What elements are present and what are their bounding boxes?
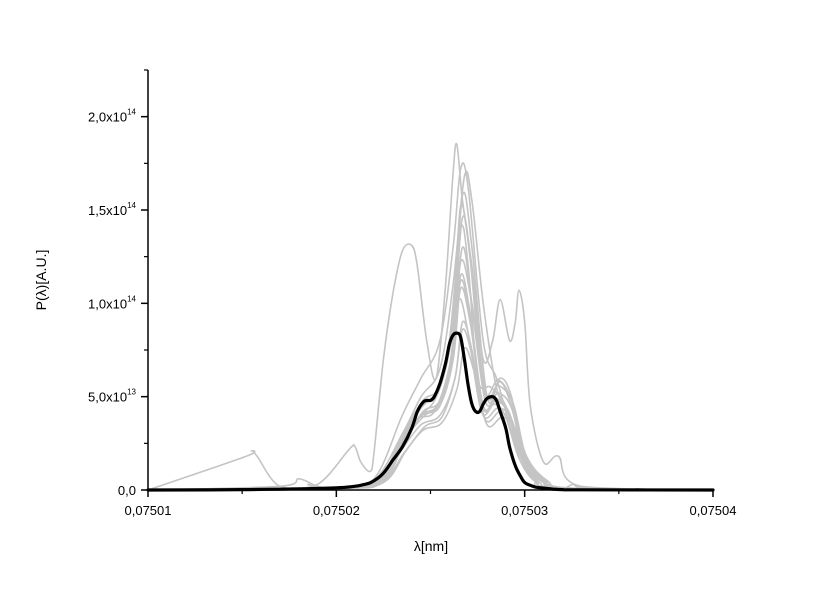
sample-curve-11 [147, 259, 714, 491]
sample-curve-4 [147, 224, 714, 491]
y-tick-label: 1,0x1014 [88, 294, 136, 311]
sample-curve-14 [147, 328, 714, 491]
x-tick-label: 0,07503 [501, 503, 548, 518]
sample-curve-6 [147, 273, 714, 491]
x-tick-label: 0,07502 [313, 503, 360, 518]
x-axis-title: λ[nm] [414, 538, 448, 554]
sample-curve-12 [147, 215, 714, 491]
x-axis: 0,07501 0,07502 0,07503 0,07504 [125, 489, 737, 518]
sample-curve-13 [147, 286, 714, 491]
y-axis-title: P(λ)[A.U.] [33, 250, 49, 311]
average-curve [146, 331, 715, 492]
y-tick-label: 5,0x1013 [88, 388, 136, 405]
sample-curve-3 [147, 170, 714, 491]
sample-curves [147, 142, 714, 491]
y-tick-label: 2,0x1014 [88, 108, 136, 125]
x-tick-label: 0,07504 [690, 503, 737, 518]
sample-curve-9 [147, 297, 714, 491]
y-tick-label: 0,0 [118, 483, 136, 498]
sample-curve-2 [147, 162, 714, 491]
y-tick-label: 1,5x1014 [88, 201, 136, 218]
average-curve-group [146, 331, 715, 492]
sample-curve-15 [147, 203, 714, 491]
y-axis: 0,0 5,0x1013 1,0x1014 1,5x1014 2,0x1014 [88, 69, 149, 498]
x-tick-label: 0,07501 [125, 503, 172, 518]
sample-curve-10 [147, 346, 714, 491]
sample-curve-1 [147, 142, 714, 491]
sample-curve-5 [147, 191, 714, 491]
